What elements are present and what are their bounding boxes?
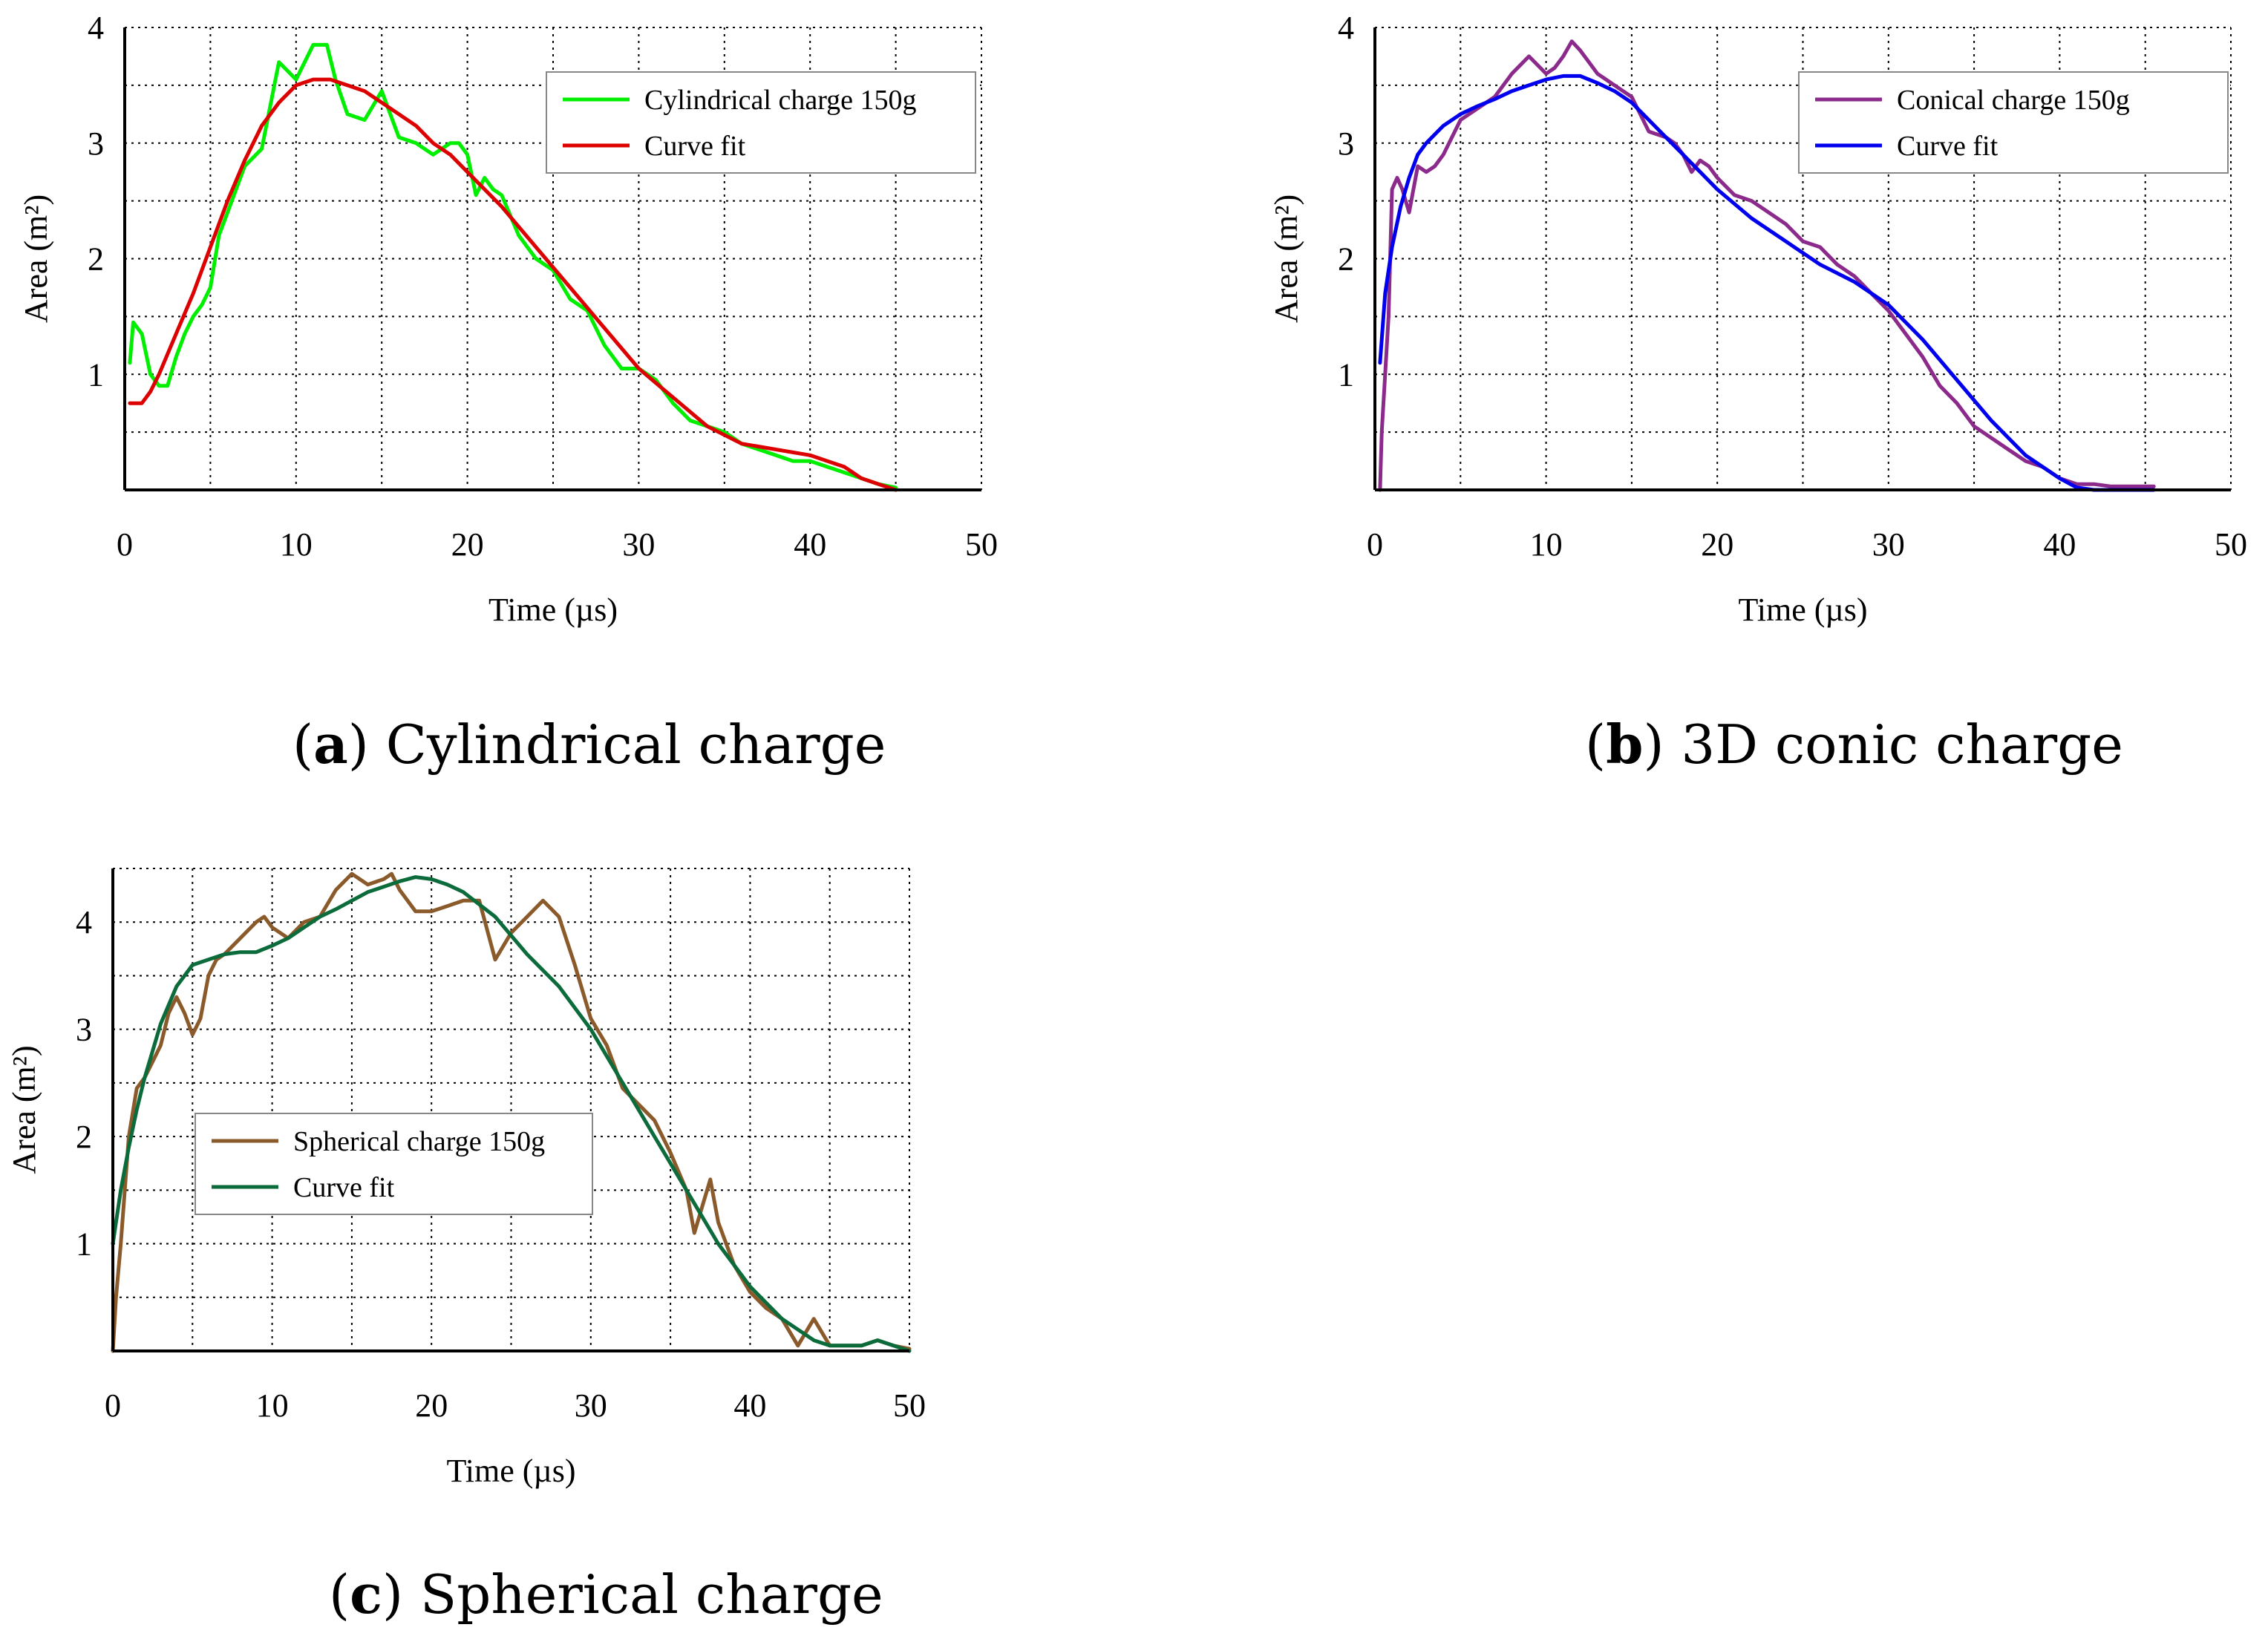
- caption-c: (c) Spherical charge: [329, 1563, 883, 1626]
- chart-b-conic: 0 10 20 30 40 50 1 2 3 4 Time (µs) Area (m²) Conical…: [1268, 10, 2247, 628]
- legend-label: Curve fit: [293, 1172, 395, 1203]
- y-tick-label: 4: [1338, 10, 1354, 46]
- x-tick-label: 0: [117, 526, 133, 563]
- y-tick-label: 3: [76, 1012, 92, 1048]
- y-axis-label: Area (m²): [18, 194, 54, 323]
- caption-c-text: Spherical charge: [419, 1563, 883, 1626]
- y-tick-label: 2: [1338, 241, 1354, 278]
- y-tick-label: 2: [88, 241, 104, 278]
- legend-box: [1798, 71, 2229, 174]
- x-tick-label: 0: [1367, 526, 1383, 563]
- x-axis-label: Time (µs): [1738, 592, 1867, 628]
- caption-b-text: 3D conic charge: [1681, 713, 2123, 776]
- caption-a: (a) Cylindrical charge: [293, 713, 886, 776]
- x-tick-label: 40: [733, 1387, 766, 1424]
- y-tick-label: 1: [1338, 356, 1354, 393]
- caption-b: (b) 3D conic charge: [1585, 713, 2123, 776]
- y-axis-label: Area (m²): [6, 1045, 42, 1174]
- x-tick-label: 40: [2043, 526, 2076, 563]
- series-line-measured: [111, 871, 912, 1353]
- chart-c-spherical: 0 10 20 30 40 50 1 2 3 4 Time (µs) Area (m²) Spheric…: [6, 868, 926, 1489]
- x-tick-label: 30: [622, 526, 655, 563]
- legend-box: [546, 71, 976, 174]
- x-tick-label: 20: [1701, 526, 1733, 563]
- series-line-curve-fit: [1378, 73, 2156, 492]
- y-tick-label: 3: [1338, 125, 1354, 162]
- x-tick-label: 30: [575, 1387, 607, 1424]
- series-line-measured: [1378, 39, 2156, 492]
- x-tick-label: 0: [105, 1387, 121, 1424]
- x-tick-label: 50: [893, 1387, 926, 1424]
- x-tick-label: 10: [256, 1387, 289, 1424]
- legend-label: Curve fit: [1897, 131, 1999, 162]
- x-axis-label: Time (µs): [488, 592, 618, 628]
- y-tick-label: 1: [88, 356, 104, 393]
- legend-label: Spherical charge 150g: [293, 1126, 545, 1157]
- y-axis-label: Area (m²): [1268, 194, 1304, 323]
- x-tick-label: 40: [794, 526, 826, 563]
- x-tick-label: 50: [2215, 526, 2247, 563]
- caption-b-letter: b: [1606, 713, 1644, 776]
- legend-label: Curve fit: [644, 131, 746, 162]
- x-tick-label: 10: [280, 526, 313, 563]
- y-tick-label: 4: [76, 904, 92, 940]
- chart-a-cylindrical: 0 10 20 30 40 50 1 2 3 4 Time (µs) Area (m²) Cylindr…: [18, 10, 998, 628]
- legend-box: [195, 1113, 593, 1215]
- series-line-curve-fit: [111, 875, 912, 1353]
- y-tick-label: 2: [76, 1119, 92, 1155]
- legend-label: Cylindrical charge 150g: [644, 85, 917, 116]
- x-axis-label: Time (µs): [446, 1453, 575, 1489]
- series-line-curve-fit: [128, 77, 898, 492]
- caption-a-text: Cylindrical charge: [385, 713, 886, 776]
- y-tick-label: 4: [88, 10, 104, 46]
- caption-a-letter: a: [313, 713, 348, 776]
- x-tick-label: 50: [965, 526, 998, 563]
- x-tick-label: 20: [451, 526, 484, 563]
- x-tick-label: 20: [415, 1387, 448, 1424]
- caption-c-letter: c: [350, 1563, 382, 1626]
- legend-label: Conical charge 150g: [1897, 85, 2130, 116]
- x-tick-label: 10: [1530, 526, 1563, 563]
- x-tick-label: 30: [1872, 526, 1905, 563]
- y-tick-label: 3: [88, 125, 104, 162]
- y-tick-label: 1: [76, 1226, 92, 1263]
